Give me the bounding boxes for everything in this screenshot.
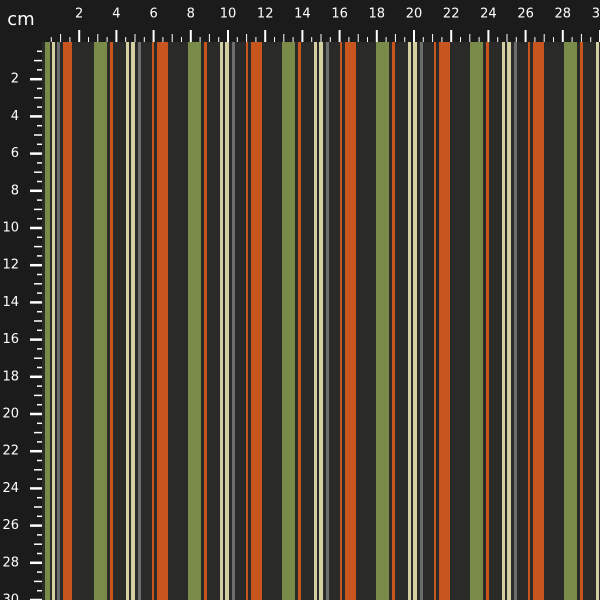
stripe [246,42,248,600]
top-ruler-label: 30 [592,7,600,22]
stripe [413,42,417,600]
left-ruler-label: 24 [2,481,19,496]
stripe [528,42,530,600]
left-ruler-label: 30 [2,593,19,600]
stripe [232,42,235,600]
stripe [57,42,60,600]
left-ruler-label: 10 [2,221,19,236]
stripe [470,42,483,600]
stripe [345,42,356,600]
top-ruler-label: 24 [480,7,497,22]
stripe [564,42,577,600]
stripe [188,42,201,600]
stripes [45,42,599,600]
stripe [502,42,505,600]
stripe [326,42,329,600]
stripe [63,42,72,600]
stripe [204,42,207,600]
stripe [251,42,262,600]
left-ruler-label: 4 [11,109,19,124]
top-ruler-label: 14 [294,7,311,22]
top-ruler-label: 2 [75,7,83,22]
left-ruler-label: 26 [2,518,19,533]
stripe [152,42,154,600]
stripe [282,42,295,600]
left-ruler-label: 22 [2,444,19,459]
left-ruler-label: 14 [2,295,19,310]
stripe [376,42,389,600]
unit-label: cm [7,9,34,30]
stripe [596,42,599,600]
stripe [138,42,141,600]
left-ruler-label: 20 [2,407,19,422]
top-ruler-label: 8 [187,7,195,22]
left-ruler-label: 28 [2,555,19,570]
left-ruler-label: 2 [11,72,19,87]
stripe [486,42,489,600]
stripe [507,42,511,600]
stripe [157,42,168,600]
left-ruler-label: 6 [11,146,19,161]
stripe [420,42,423,600]
top-ruler-label: 6 [149,7,157,22]
stripe [340,42,342,600]
left-ruler-label: 16 [2,332,19,347]
top-ruler-label: 18 [369,7,386,22]
stripe [392,42,395,600]
stripe [126,42,129,600]
top-ruler-label: 28 [555,7,572,22]
top-ruler-label: 26 [517,7,534,22]
stripe [533,42,544,600]
top-ruler-label: 20 [406,7,423,22]
stripe [220,42,223,600]
top-ruler-label: 12 [257,7,274,22]
top-ruler-label: 10 [220,7,237,22]
stripe [434,42,436,600]
stripe [314,42,317,600]
top-ruler-label: 22 [443,7,460,22]
left-ruler-label: 8 [11,183,19,198]
left-ruler-label: 12 [2,258,19,273]
stripe [439,42,450,600]
stripe [94,42,107,600]
stripe [408,42,411,600]
stripe [298,42,301,600]
top-ruler-label: 16 [331,7,348,22]
stripe [225,42,229,600]
left-ruler-label: 18 [2,369,19,384]
stripe [514,42,517,600]
stripe [45,42,50,600]
stripe [52,42,55,600]
stripe [110,42,113,600]
stripe [580,42,583,600]
stripe [131,42,135,600]
stripe [319,42,323,600]
top-ruler-label: 4 [112,7,120,22]
